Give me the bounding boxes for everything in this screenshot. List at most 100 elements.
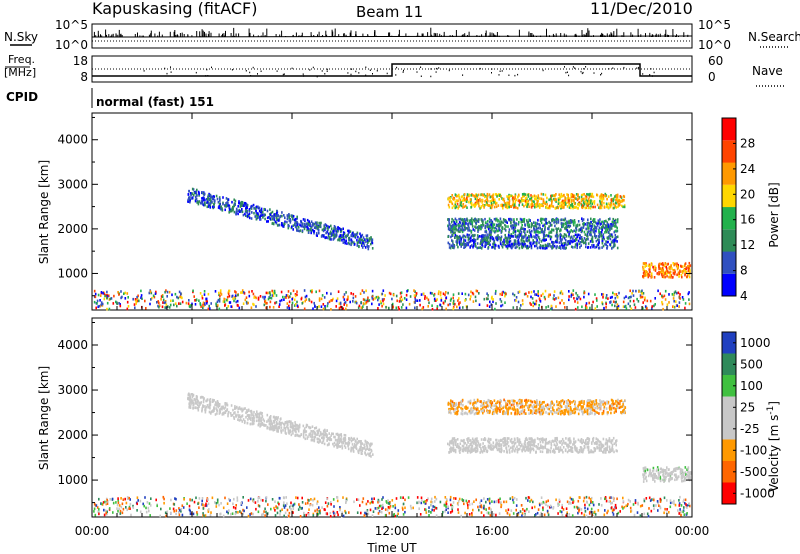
power-cell bbox=[454, 236, 456, 239]
power-cell bbox=[252, 302, 254, 306]
power-cell bbox=[521, 223, 523, 227]
power-cell bbox=[508, 205, 510, 209]
power-cell bbox=[378, 296, 380, 300]
power-cell bbox=[220, 207, 222, 211]
velocity-cell bbox=[318, 437, 320, 441]
power-cell bbox=[515, 242, 517, 246]
power-cell bbox=[603, 306, 605, 310]
power-cell bbox=[534, 203, 536, 206]
power-cell bbox=[195, 190, 197, 193]
power-cell bbox=[225, 298, 228, 302]
power-cell bbox=[499, 239, 502, 243]
power-cell bbox=[464, 242, 466, 246]
power-cell bbox=[461, 292, 463, 295]
power-cell bbox=[622, 300, 625, 304]
power-cell bbox=[273, 215, 276, 219]
power-cell bbox=[669, 276, 672, 279]
velocity-panel-frame bbox=[91, 317, 693, 518]
power-cell bbox=[219, 294, 221, 298]
power-cell bbox=[233, 198, 235, 202]
power-cell bbox=[498, 194, 501, 197]
power-cell bbox=[518, 246, 521, 250]
velocity-cell bbox=[574, 402, 576, 406]
power-cell bbox=[625, 295, 627, 298]
power-cell bbox=[351, 240, 354, 244]
power-cell bbox=[243, 204, 246, 207]
power-cell bbox=[439, 293, 442, 297]
power-cell bbox=[496, 229, 499, 233]
power-cell bbox=[515, 198, 518, 201]
power-cell bbox=[310, 231, 312, 235]
velocity-cell bbox=[336, 446, 339, 449]
power-cell bbox=[517, 195, 519, 199]
power-cell bbox=[601, 301, 603, 304]
power-cell bbox=[570, 204, 572, 207]
power-cell bbox=[614, 304, 616, 308]
power-cell bbox=[530, 290, 533, 294]
velocity-cell bbox=[233, 416, 235, 419]
power-cell bbox=[201, 197, 203, 200]
nave-point bbox=[416, 71, 418, 73]
power-cell bbox=[250, 207, 253, 210]
power-cell bbox=[684, 302, 687, 305]
power-cell bbox=[197, 202, 200, 206]
power-cell bbox=[228, 211, 230, 214]
power-cell bbox=[684, 272, 686, 275]
nave-point bbox=[396, 66, 398, 69]
power-cell bbox=[540, 203, 542, 207]
power-cell bbox=[161, 294, 164, 297]
power-cell bbox=[108, 307, 111, 311]
power-cell bbox=[200, 305, 202, 308]
power-cell bbox=[544, 247, 547, 250]
power-cell bbox=[452, 296, 454, 300]
freq-series bbox=[92, 63, 692, 77]
power-cell bbox=[533, 197, 536, 200]
power-cell bbox=[601, 302, 604, 306]
power-cell bbox=[407, 289, 409, 292]
power-cell bbox=[168, 306, 171, 309]
power-cell bbox=[209, 307, 211, 310]
power-cell bbox=[551, 240, 553, 244]
velocity-cell bbox=[452, 408, 455, 411]
power-cell bbox=[482, 194, 484, 197]
power-cell bbox=[450, 297, 452, 301]
power-cell bbox=[321, 228, 324, 232]
velocity-cell bbox=[365, 453, 367, 457]
power-cell bbox=[574, 239, 577, 243]
power-cell bbox=[480, 247, 483, 250]
velocity-cell bbox=[348, 443, 350, 446]
power-cell bbox=[527, 195, 530, 198]
power-cell bbox=[605, 202, 608, 206]
power-cell bbox=[610, 300, 612, 304]
power-cell bbox=[500, 237, 502, 241]
power-cell bbox=[100, 301, 103, 304]
power-cell bbox=[340, 305, 342, 309]
nave-point bbox=[448, 69, 450, 72]
power-cell bbox=[571, 240, 573, 244]
power-cell bbox=[447, 227, 450, 231]
power-cell bbox=[476, 289, 479, 293]
power-cell bbox=[479, 199, 481, 203]
power-cell bbox=[126, 292, 129, 295]
power-cell bbox=[378, 303, 380, 306]
power-cell bbox=[568, 295, 570, 298]
power-cell bbox=[589, 200, 591, 203]
power-cell bbox=[528, 223, 531, 227]
power-cell bbox=[551, 194, 553, 197]
power-cell bbox=[308, 223, 310, 226]
power-cell bbox=[575, 205, 577, 209]
power-cell bbox=[476, 200, 478, 203]
velocity-cell bbox=[268, 422, 271, 426]
power-cell bbox=[339, 234, 342, 238]
power-cell bbox=[349, 300, 351, 304]
power-cell bbox=[317, 228, 320, 232]
velocity-cell bbox=[194, 399, 197, 402]
power-cell bbox=[477, 228, 479, 232]
velocity-cell bbox=[369, 444, 371, 448]
power-cell bbox=[442, 301, 445, 305]
power-cell bbox=[607, 195, 610, 198]
power-cell bbox=[518, 203, 520, 207]
power-cell bbox=[473, 237, 475, 241]
power-cell bbox=[463, 205, 466, 209]
